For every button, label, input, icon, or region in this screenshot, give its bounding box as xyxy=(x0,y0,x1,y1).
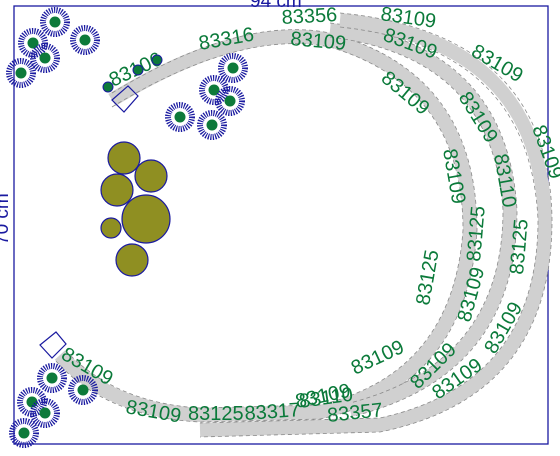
tree-icon xyxy=(115,243,149,277)
outer-track-edge-a xyxy=(199,12,553,438)
flower-icon xyxy=(218,89,242,113)
inner-track-edge-a xyxy=(54,29,478,423)
signal-dots xyxy=(102,54,163,93)
tree-icon xyxy=(134,159,168,193)
inner-track-edge-b xyxy=(64,43,464,409)
tree-icon xyxy=(100,173,134,207)
track-label: 83125 xyxy=(412,248,443,307)
outer-track xyxy=(199,13,553,437)
tree-icon xyxy=(121,194,171,244)
flower-icon xyxy=(9,61,33,85)
flower-icon xyxy=(73,28,97,52)
tree-group xyxy=(100,141,171,277)
track-group xyxy=(54,12,553,438)
middle-track-edge-a xyxy=(329,22,518,418)
height-dimension-label: 70 cm xyxy=(0,193,13,245)
track-label: 83125 xyxy=(506,218,533,275)
outer-track-edge-b xyxy=(199,26,539,424)
track-label: 83317 xyxy=(244,399,301,425)
buffer-stop-bottom xyxy=(39,331,67,359)
signal-icon xyxy=(132,64,144,76)
track-label: 83109 xyxy=(290,28,347,55)
flower-icon xyxy=(33,46,57,70)
track-label: 83109 xyxy=(124,396,183,427)
inner-track xyxy=(54,29,478,423)
signal-icon xyxy=(151,54,163,66)
tree-icon xyxy=(107,141,141,175)
buffer-stop-top xyxy=(111,85,139,113)
flower-icon xyxy=(40,366,64,390)
flower-icon xyxy=(12,421,36,445)
signal-icon xyxy=(102,81,114,93)
track-label: 83109 xyxy=(454,88,502,147)
track-label: 83125 xyxy=(463,205,490,262)
track-label: 83110 xyxy=(489,152,520,209)
middle-track-edge-b xyxy=(329,36,504,404)
flower-icon xyxy=(43,10,67,34)
middle-track xyxy=(329,23,518,417)
flower-icon xyxy=(221,56,245,80)
flower-icon xyxy=(200,113,224,137)
tree-icon xyxy=(100,217,122,239)
buffer-stop-icon xyxy=(39,331,67,359)
buffer-stop-icon xyxy=(111,85,139,113)
track-label: 83356 xyxy=(281,4,338,29)
flower-icon xyxy=(168,105,192,129)
track-label: 83316 xyxy=(197,24,256,55)
track-label: 83125 xyxy=(188,403,244,425)
width-dimension-label: 94 cm xyxy=(250,0,302,12)
